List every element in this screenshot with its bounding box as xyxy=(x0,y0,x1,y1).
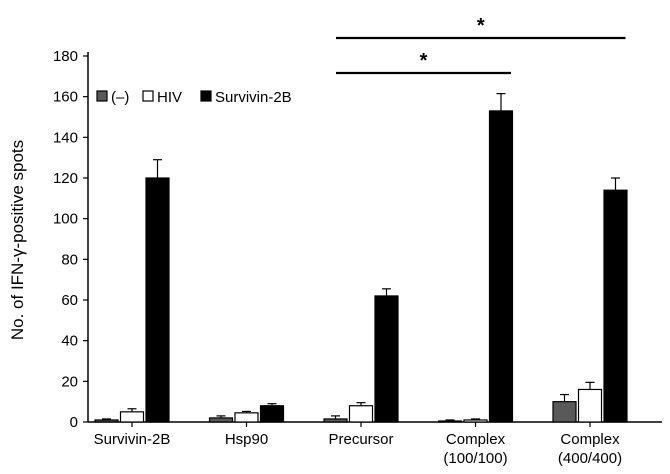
y-tick-label: 100 xyxy=(53,211,78,228)
x-category-label: Hsp90 xyxy=(225,431,268,448)
x-axis: Survivin-2B Hsp90 Precursor Complex (100/100… xyxy=(88,421,662,467)
legend-swatch xyxy=(142,90,154,102)
bar--2 xyxy=(323,418,348,423)
y-tick-label: 120 xyxy=(53,170,78,187)
y-axis-label: No. of IFN-γ-positive spots xyxy=(8,140,27,340)
bar-hiv-4 xyxy=(577,388,603,423)
legend-swatch xyxy=(200,90,212,102)
bar-survivin2b-0 xyxy=(145,177,170,423)
significance-star: * xyxy=(420,50,428,72)
bar--1 xyxy=(208,417,234,423)
y-tick-label: 20 xyxy=(61,373,78,390)
x-category-label: Survivin-2B xyxy=(94,431,171,448)
bar-survivin2b-3 xyxy=(488,110,514,423)
legend-swatch xyxy=(96,90,108,102)
legend: (–) HIV Survivin-2B xyxy=(96,89,292,106)
bar-survivin2b-2 xyxy=(374,295,399,423)
y-tick-label: 40 xyxy=(61,333,78,350)
legend-label: HIV xyxy=(157,89,182,106)
significance-star: * xyxy=(477,15,485,37)
bar-hiv-1 xyxy=(234,412,259,423)
significance-annotations: ** xyxy=(336,15,626,75)
y-axis: 0 20 40 60 80 100 120 140 160 180 xyxy=(53,48,89,431)
bar--0 xyxy=(94,419,119,423)
x-category-label: Precursor xyxy=(328,431,393,448)
y-tick-label: 80 xyxy=(61,251,78,268)
y-tick-label: 160 xyxy=(53,89,78,106)
x-category-label: (100/100) xyxy=(443,450,507,467)
x-category-label: Complex xyxy=(560,431,620,448)
bars-group xyxy=(94,93,628,423)
bar-hiv-0 xyxy=(119,411,145,423)
bar-survivin2b-1 xyxy=(259,405,285,423)
x-category-label: Complex xyxy=(446,431,506,448)
y-tick-label: 180 xyxy=(53,48,78,65)
y-tick-label: 0 xyxy=(70,414,78,431)
y-tick-label: 140 xyxy=(53,129,78,146)
bar-hiv-3 xyxy=(463,419,488,423)
legend-label: Survivin-2B xyxy=(215,89,292,106)
y-tick-label: 60 xyxy=(61,292,78,309)
bar--3 xyxy=(437,420,463,423)
x-category-label: (400/400) xyxy=(558,450,622,467)
legend-label: (–) xyxy=(111,89,129,106)
bar-hiv-2 xyxy=(348,405,374,423)
bar-survivin2b-4 xyxy=(603,189,628,423)
bar--4 xyxy=(552,401,577,423)
